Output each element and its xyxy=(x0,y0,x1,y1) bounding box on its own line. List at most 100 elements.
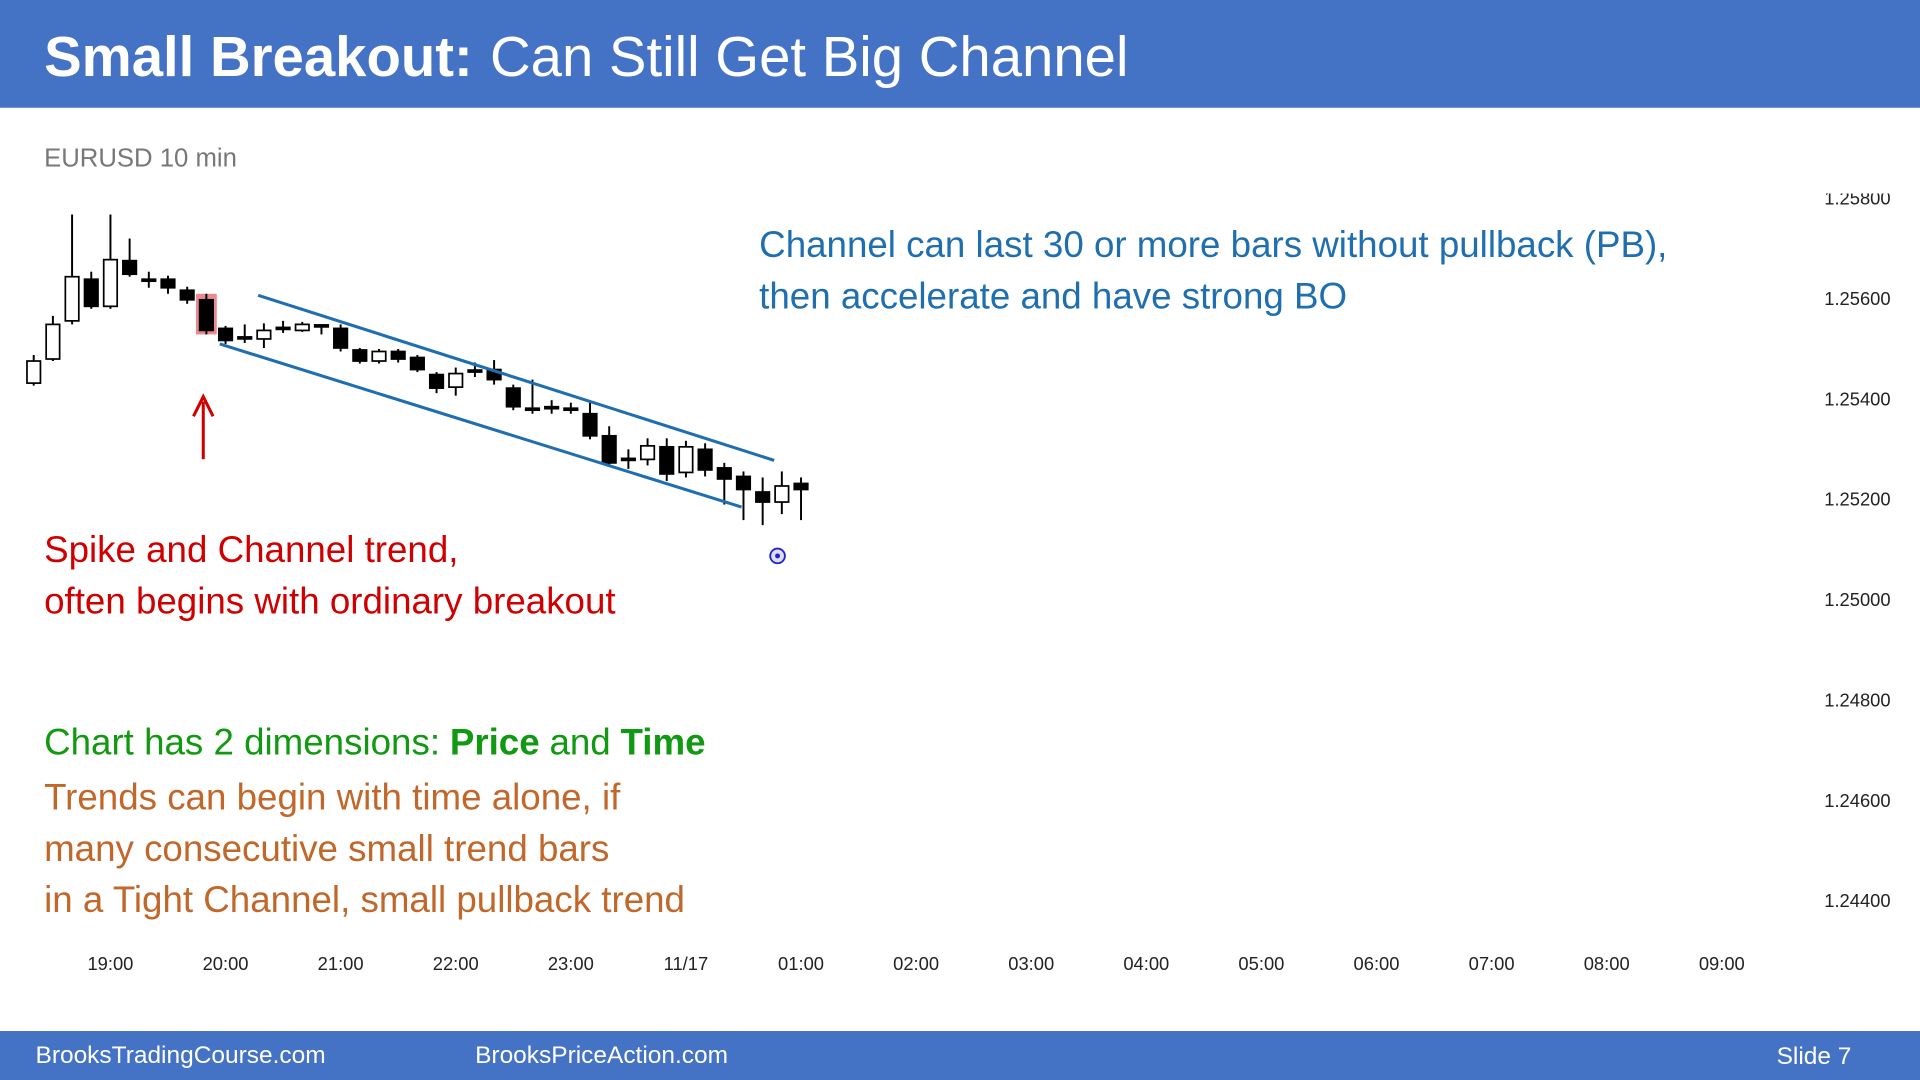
annotation-text: then accelerate and have strong BO xyxy=(759,276,1347,317)
candle-body xyxy=(256,329,272,340)
y-axis: 1.25800 1.25600 1.25400 1.25200 1.25000 1.248… xyxy=(1814,188,1891,911)
candle-body xyxy=(333,327,349,349)
x-tick-label: 22:00 xyxy=(433,953,479,974)
y-tick-label: 1.24400 xyxy=(1824,890,1890,911)
candle-body xyxy=(237,336,253,340)
arrow-head xyxy=(192,393,215,418)
chart-subtitle: EURUSD 10 min xyxy=(44,145,237,173)
candle-body xyxy=(428,373,445,389)
x-tick-label: 03:00 xyxy=(1008,953,1054,974)
annotation-line: Channel can last 30 or more bars without… xyxy=(759,224,1667,265)
candle-body xyxy=(544,405,560,410)
x-tick-label: 08:00 xyxy=(1584,953,1630,974)
candle-body xyxy=(448,372,464,388)
candle-body xyxy=(64,275,80,322)
footer-bar xyxy=(0,1031,1920,1080)
x-tick-label: 21:00 xyxy=(318,953,364,974)
annotation-text: Spike and Channel trend, xyxy=(44,529,458,570)
x-tick-label: 02:00 xyxy=(893,953,939,974)
candle-body xyxy=(678,445,694,474)
header-bar xyxy=(0,0,1920,108)
candle-body xyxy=(755,491,771,503)
annotation-line: often begins with ordinary breakout xyxy=(44,580,616,621)
candle-body xyxy=(198,298,214,332)
channel-line xyxy=(219,342,743,509)
y-tick-label: 1.25400 xyxy=(1824,388,1890,409)
candle-body xyxy=(390,350,406,360)
annotation-text: Price xyxy=(450,721,540,762)
annotation-line: in a Tight Channel, small pullback trend xyxy=(44,879,685,920)
title-rest: Can Still Get Big Channel xyxy=(490,25,1129,88)
y-tick-label: 1.25600 xyxy=(1824,288,1890,309)
annotation-text: Trends can begin with time alone, if xyxy=(44,776,621,817)
annotations: Channel can last 30 or more bars without… xyxy=(44,224,1667,920)
candle-body xyxy=(141,278,157,283)
x-axis: 19:00 20:00 21:00 22:00 23:00 11/17 01:00 02:00… xyxy=(87,945,1745,974)
annotation-text: Channel can last 30 or more bars without… xyxy=(759,224,1667,265)
candle-body xyxy=(524,407,541,412)
candle-body xyxy=(467,369,483,373)
x-tick-label: 07:00 xyxy=(1469,953,1515,974)
x-tick-label: 11/17 xyxy=(664,953,709,974)
x-tick-label: 19:00 xyxy=(87,953,133,974)
candle-body xyxy=(601,434,617,464)
annotation-text: many consecutive small trend bars xyxy=(44,828,609,869)
candle-body xyxy=(45,323,61,360)
plot xyxy=(26,214,809,526)
y-tick-label: 1.25800 xyxy=(1824,188,1890,209)
candle-body xyxy=(793,482,809,491)
annotation-line: then accelerate and have strong BO xyxy=(759,276,1347,317)
candle-body xyxy=(26,360,42,384)
x-tick-label: 04:00 xyxy=(1123,953,1169,974)
annotation-text: Chart has 2 dimensions: xyxy=(44,721,440,762)
slide-title: Small Breakout: Can Still Get Big Channel xyxy=(44,25,1128,88)
candle-body xyxy=(275,326,291,331)
y-tick-label: 1.25200 xyxy=(1824,489,1890,510)
candle-body xyxy=(352,349,368,362)
candle-body xyxy=(563,407,579,412)
candle-body xyxy=(160,278,176,289)
x-tick-label: 09:00 xyxy=(1699,953,1745,974)
candle-body xyxy=(409,356,425,371)
x-tick-label: 20:00 xyxy=(203,953,249,974)
candle-body xyxy=(582,412,598,437)
candle-body xyxy=(774,485,790,503)
annotation-line: many consecutive small trend bars xyxy=(44,828,609,869)
slide-number: Slide 7 xyxy=(1777,1043,1852,1070)
channel-line xyxy=(257,293,775,462)
annotation-text: in a Tight Channel, small pullback trend xyxy=(44,879,685,920)
y-tick-label: 1.25000 xyxy=(1824,589,1890,610)
x-tick-label: 01:00 xyxy=(778,953,824,974)
annotation-text: and xyxy=(549,721,610,762)
footer-left: BrooksTradingCourse.com xyxy=(36,1042,326,1069)
candle-body xyxy=(102,258,119,308)
candle-body xyxy=(371,350,387,362)
candle-body xyxy=(122,259,138,276)
candle-body xyxy=(83,278,99,308)
annotation-text: Time xyxy=(621,721,706,762)
annotation-line: Trends can begin with time alone, if xyxy=(44,776,621,817)
annotation-text: often begins with ordinary breakout xyxy=(44,580,616,621)
candle-body xyxy=(294,323,310,332)
candle-body xyxy=(620,457,636,462)
candle-body xyxy=(639,444,656,461)
candle-body xyxy=(505,387,521,408)
x-tick-label: 23:00 xyxy=(548,953,594,974)
candle-body xyxy=(217,327,234,342)
y-tick-label: 1.24600 xyxy=(1824,790,1890,811)
annotation-line: Spike and Channel trend, xyxy=(44,529,458,570)
candle-body xyxy=(179,289,195,301)
y-tick-label: 1.24800 xyxy=(1824,689,1890,710)
annotation-line: Chart has 2 dimensions: Price and Time xyxy=(44,721,705,762)
x-tick-label: 06:00 xyxy=(1354,953,1400,974)
candle-body xyxy=(716,467,732,480)
candle-body xyxy=(313,324,330,328)
candle-body xyxy=(659,445,675,475)
candle-body xyxy=(735,475,752,491)
cursor-dot xyxy=(775,553,780,559)
title-bold: Small Breakout: xyxy=(44,25,473,88)
x-tick-label: 05:00 xyxy=(1238,953,1284,974)
candle-body xyxy=(697,448,713,471)
